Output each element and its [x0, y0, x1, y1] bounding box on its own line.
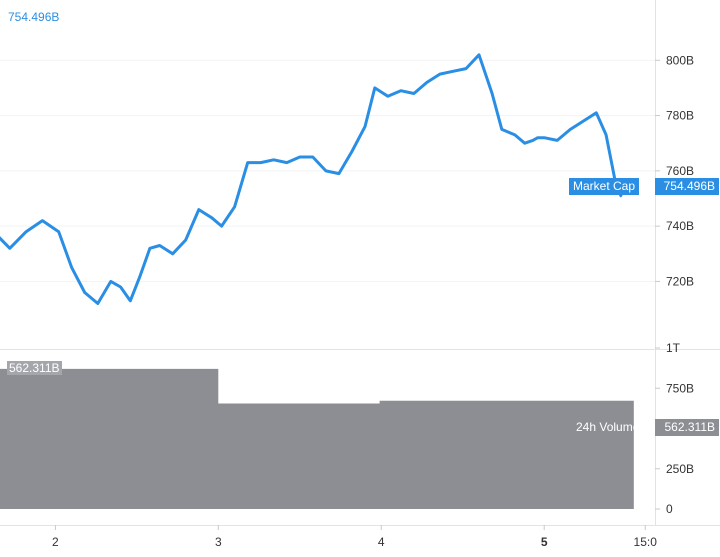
x-tick-label: 4 [378, 535, 385, 549]
x-tick-label: 15:0 [634, 535, 658, 549]
cap-y-tick-label: 800B [666, 53, 694, 67]
x-tick-label: 2 [52, 535, 59, 549]
volume-price-tag: 562.311B [655, 419, 719, 436]
cap-y-tick-label: 780B [666, 109, 694, 123]
market-cap-pane [0, 53, 626, 305]
x-axis-ticks: 2 3 4 5 15:0 [52, 525, 657, 549]
vol-y-tick-label: 250B [666, 462, 694, 476]
market-cap-corner-value: 754.496B [8, 10, 60, 24]
cap-y-tick-label: 720B [666, 274, 694, 288]
volume-pane [0, 368, 634, 509]
volume-series-label: 24h Volume [576, 420, 640, 434]
y-axis-ticks: 720B740B760B780B800B0250B500B750B1T [655, 53, 694, 516]
volume-area [0, 368, 634, 509]
cap-y-tick-label: 740B [666, 219, 694, 233]
vol-y-tick-label: 1T [666, 341, 681, 355]
market-cap-series-label: Market Cap [569, 178, 640, 195]
x-tick-label: 5 [541, 535, 548, 549]
market-cap-price-tag: 754.496B [655, 178, 719, 195]
vol-y-tick-label: 750B [666, 381, 694, 395]
volume-corner-value: 562.311B [7, 361, 62, 375]
vol-y-tick-label: 0 [666, 502, 673, 516]
axes [0, 0, 720, 526]
cap-y-tick-label: 760B [666, 164, 694, 178]
market-cap-line [0, 53, 626, 305]
x-tick-label: 3 [215, 535, 222, 549]
